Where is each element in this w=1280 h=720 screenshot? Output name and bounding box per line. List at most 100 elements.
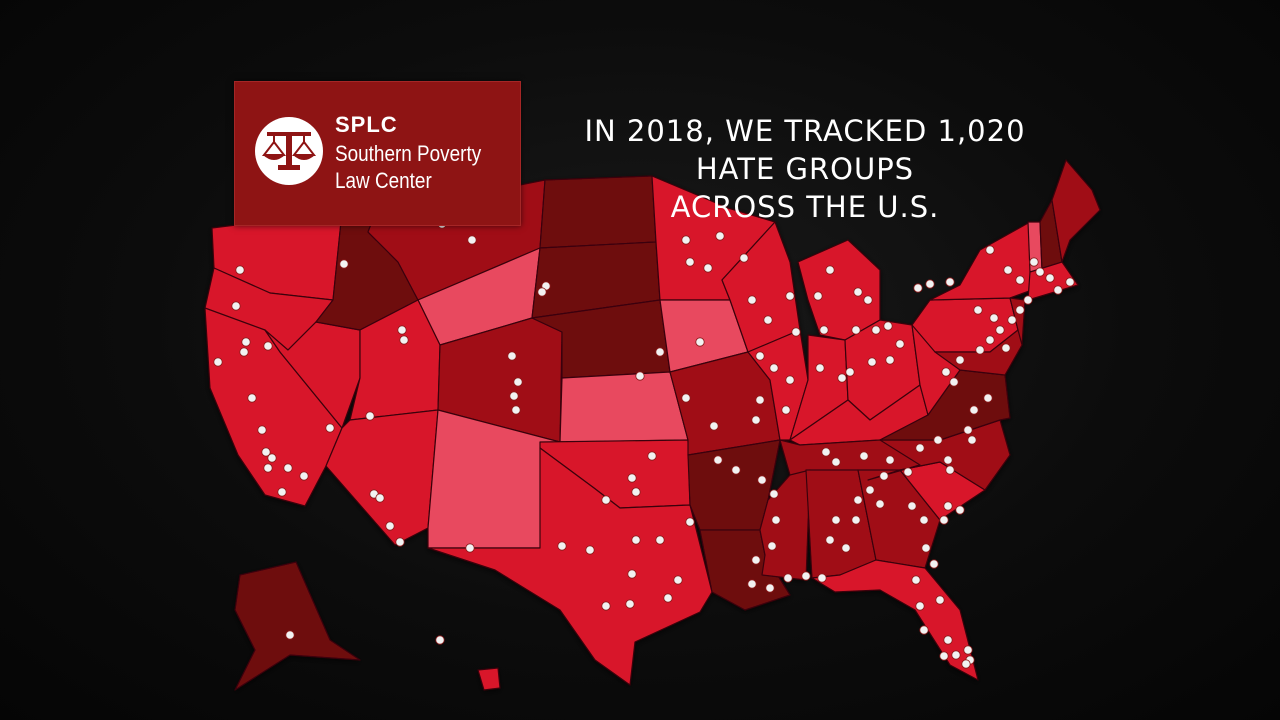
hate-group-dot [755,395,765,405]
headline-line3: ACROSS THE U.S. [670,190,940,224]
hate-group-dot [751,555,761,565]
hate-group-dot [791,327,801,337]
hate-group-dot [585,545,595,555]
hate-group-dot [375,493,385,503]
hate-group-dot [939,651,949,661]
hate-group-dot [713,455,723,465]
hate-group-dot [765,583,775,593]
hate-group-dot [395,537,405,547]
hate-group-dot [731,465,741,475]
hate-group-dot [885,355,895,365]
hate-group-dot [851,325,861,335]
hate-group-dot [397,325,407,335]
hate-group-dot [1003,265,1013,275]
hate-group-dot [1015,275,1025,285]
hate-group-dot [975,345,985,355]
hate-group-dot [537,287,547,297]
hate-group-dot [973,305,983,315]
hate-group-dot [913,283,923,293]
hate-group-dot [963,425,973,435]
hate-group-dot [865,485,875,495]
hate-group-dot [769,363,779,373]
state-arizona [325,409,439,546]
hate-group-dot [945,277,955,287]
hate-group-dot [963,645,973,655]
hate-group-dot [685,257,695,267]
hate-group-dot [695,337,705,347]
state-colorado [437,317,563,443]
hate-group-dot [929,559,939,569]
hate-group-dot [951,650,961,660]
hate-group-dot [285,630,295,640]
hate-group-dot [853,287,863,297]
hate-group-dot [961,659,971,669]
headline-line2: HATE GROUPS [695,152,915,186]
hate-group-dot [241,337,251,347]
hate-group-dot [919,515,929,525]
hate-group-dot [969,405,979,415]
hate-group-dot [513,377,523,387]
state-michigan [797,239,881,341]
hate-group-dot [277,487,287,497]
hate-group-dot [751,415,761,425]
hate-group-dot [631,535,641,545]
hate-group-dot [771,515,781,525]
hate-group-dot [941,367,951,377]
hate-group-dot [263,341,273,351]
hate-group-dot [465,543,475,553]
hate-group-dot [1007,315,1017,325]
hate-group-dot [1053,285,1063,295]
hate-group-dot [685,517,695,527]
hate-group-dot [509,391,519,401]
state-florida [811,559,979,681]
state-new-york [929,221,1033,301]
hate-group-dot [785,375,795,385]
hate-group-dot [627,569,637,579]
logo-acronym: SPLC [335,112,398,137]
hate-group-dot [663,593,673,603]
hate-group-dot [871,325,881,335]
state-alaska [234,561,361,691]
hate-group-dot [325,423,335,433]
hate-group-dot [709,421,719,431]
hate-group-dot [435,635,445,645]
state-hawaii [477,667,501,691]
logo-name-line2: Law Center [335,168,432,193]
hate-group-dot [837,373,847,383]
hate-group-dot [903,467,913,477]
hate-group-dot [1023,295,1033,305]
hate-group-dot [739,253,749,263]
hate-group-dot [825,535,835,545]
hate-group-dot [945,465,955,475]
hate-group-dot [299,471,309,481]
hate-group-dot [831,515,841,525]
hate-group-dot [943,501,953,511]
hate-group-dot [845,367,855,377]
hate-group-dot [755,351,765,361]
hate-group-dot [853,495,863,505]
hate-group-dot [267,453,277,463]
hate-group-dot [859,451,869,461]
hate-group-dot [907,501,917,511]
hate-group-dot [239,347,249,357]
hate-group-dot [511,405,521,415]
hate-group-dot [943,455,953,465]
hate-group-dot [557,541,567,551]
hate-group-dot [933,435,943,445]
hate-group-dot [985,245,995,255]
hate-group-dot [339,259,349,269]
hate-group-dot [763,315,773,325]
hate-group-dot [681,393,691,403]
hate-group-dot [235,265,245,275]
hate-group-dot [1065,277,1075,287]
hate-group-dot [883,321,893,331]
hate-group-dot [767,541,777,551]
hate-group-dot [467,235,477,245]
hate-group-dot [967,435,977,445]
hate-group-dot [783,573,793,583]
hate-group-dot [1001,343,1011,353]
logo-name-line1: Southern Poverty [335,141,482,166]
hate-group-dot [785,291,795,301]
hate-group-dot [949,377,959,387]
